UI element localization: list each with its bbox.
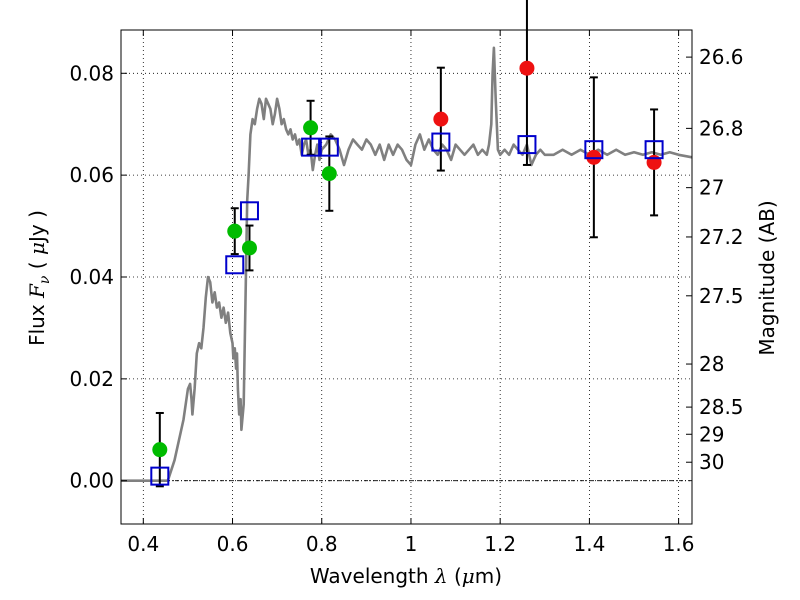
y-axis-title: Flux Fν ( μJy ) (25, 210, 53, 346)
green-circle-point (303, 120, 319, 136)
red-circle-point (646, 154, 662, 170)
mag-tick-label: 26.6 (699, 45, 744, 69)
y-tick-label: 0.08 (69, 61, 114, 85)
blue-square-point (239, 201, 259, 221)
x-tick-label: 1.6 (663, 532, 695, 556)
points-layer (150, 0, 664, 488)
y-tick-label: 0.02 (69, 367, 114, 391)
blue-square-point (225, 255, 245, 275)
mag-tick-label: 29 (699, 422, 724, 446)
blue-square-point (584, 140, 604, 160)
x-tick-label: 0.4 (127, 532, 159, 556)
x-axis-title-symbol: λ (434, 564, 448, 588)
x-axis-title-unit-symbol: μ (462, 564, 475, 588)
mag-tick-label: 27.5 (699, 284, 744, 308)
x-tick-label: 0.6 (217, 532, 249, 556)
mag-tick-label: 26.8 (699, 116, 744, 140)
blue-square-point (644, 140, 664, 160)
green-circle-point (152, 442, 168, 458)
ticks-layer: 0.4 0.6 0.8 1 1.2 1.4 1.6 0.00 0.02 0.04 0.06 0.08 2… (69, 30, 744, 556)
mag-tick-label: 28 (699, 352, 724, 376)
red-circle-point (519, 60, 535, 76)
blue-square-point (150, 466, 170, 486)
y-axis-title-symbol: F (25, 283, 49, 299)
mag-tick-label: 30 (699, 450, 724, 474)
x-tick-label: 1.4 (573, 532, 605, 556)
x-axis-title-unit-open: ( (448, 564, 462, 588)
x-tick-label: 1 (405, 532, 418, 556)
mag-tick-label: 27 (699, 176, 724, 200)
x-tick-label: 0.8 (306, 532, 338, 556)
x-axis-title-prefix: Wavelength (310, 564, 435, 588)
blue-square-point (319, 137, 339, 157)
grid-layer (121, 30, 692, 524)
y-tick-label: 0.06 (69, 163, 114, 187)
y-tick-label: 0.00 (69, 469, 114, 493)
green-circle-point (227, 223, 243, 239)
x-tick-label: 1.2 (484, 532, 516, 556)
green-circle-point (241, 240, 257, 256)
red-circle-point (433, 111, 449, 127)
y2-axis-title: Magnitude (AB) (755, 200, 779, 355)
mag-tick-label: 27.2 (699, 225, 744, 249)
y-axis-title-subscript: ν (37, 275, 53, 284)
y-axis-title-unit-close: Jy ) (25, 210, 49, 244)
mag-tick-label: 28.5 (699, 395, 744, 419)
blue-square-point (301, 137, 321, 157)
green-circle-point (321, 166, 337, 182)
x-axis-title: Wavelength λ (μm) (310, 564, 502, 588)
blue-square-point (431, 132, 451, 152)
x-axis-title-unit-close: m) (475, 564, 502, 588)
y-axis-title-unit-symbol: μ (25, 242, 49, 255)
y-axis-title-unit-open: ( (25, 255, 49, 276)
y-tick-label: 0.04 (69, 265, 114, 289)
blue-square-point (517, 135, 537, 155)
y-axis-title-prefix: Flux (25, 298, 49, 346)
